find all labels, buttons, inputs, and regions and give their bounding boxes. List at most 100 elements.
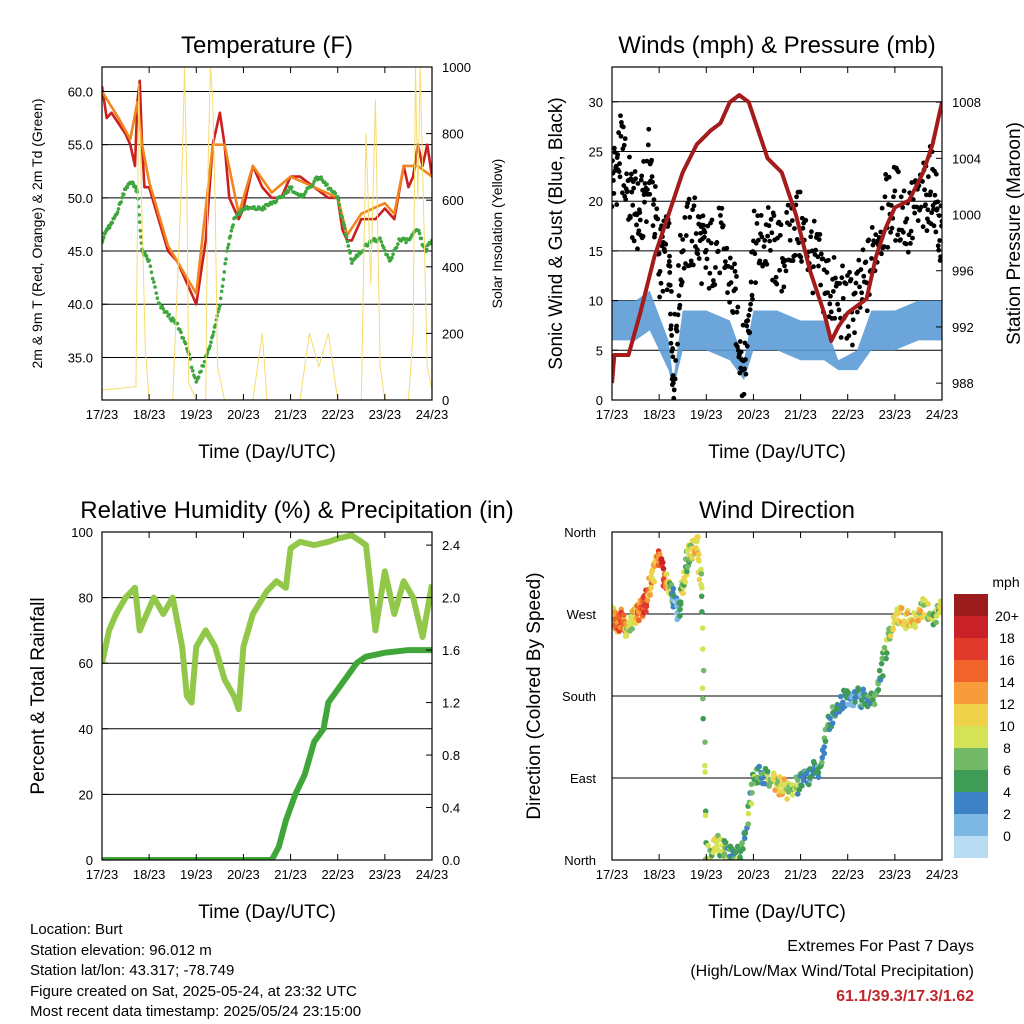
- x-tick-label: 19/23: [690, 407, 723, 422]
- series-point: [670, 380, 676, 386]
- x-tick-label: 20/23: [737, 867, 770, 882]
- series-point: [714, 240, 720, 245]
- series-point: [925, 174, 931, 180]
- direction-point: [789, 781, 795, 788]
- series-point: [681, 265, 687, 271]
- y2-tick-label: 1008: [952, 95, 981, 110]
- series-point: [137, 220, 142, 224]
- x-tick-label: 22/23: [831, 867, 864, 882]
- y2-tick-label: 0: [442, 393, 449, 408]
- series-point: [335, 194, 340, 199]
- series-point: [787, 222, 792, 228]
- series-point: [938, 254, 942, 260]
- y-tick-label: 55.0: [68, 138, 93, 153]
- series-point: [619, 190, 625, 196]
- series-point: [703, 265, 709, 271]
- series-point: [734, 309, 740, 315]
- series-point: [798, 254, 804, 260]
- direction-point: [722, 839, 729, 846]
- x-axis-label: Time (Day/UTC): [708, 442, 846, 463]
- series-point: [419, 236, 424, 241]
- series-point: [743, 371, 749, 377]
- direction-point: [702, 739, 708, 745]
- series-point: [869, 225, 875, 230]
- direction-point: [705, 842, 711, 849]
- series-point: [336, 198, 341, 202]
- series-point: [935, 243, 941, 249]
- y2-tick-label: 0.8: [442, 748, 460, 763]
- direction-point: [620, 612, 627, 618]
- direction-point: [871, 701, 878, 708]
- direction-point: [679, 590, 686, 597]
- series-point: [752, 251, 758, 257]
- colorbar-label: 0: [1003, 828, 1011, 844]
- x-tick-label: 24/23: [416, 407, 449, 422]
- direction-point: [700, 695, 706, 702]
- series-point: [889, 225, 895, 231]
- direction-point: [917, 608, 924, 614]
- series-point: [150, 276, 155, 281]
- direction-point: [700, 715, 706, 722]
- series-point: [234, 215, 239, 220]
- series-point: [720, 223, 726, 228]
- series-point: [621, 142, 627, 148]
- chart-panel-2: [611, 66, 943, 401]
- series-point: [909, 180, 915, 185]
- series-point: [644, 158, 650, 164]
- colorbar-swatch: [954, 792, 988, 814]
- series-point: [385, 253, 390, 257]
- series-point: [900, 229, 906, 235]
- series-point: [853, 280, 859, 286]
- direction-point: [896, 609, 903, 616]
- direction-point: [663, 571, 670, 577]
- series-point: [852, 330, 857, 336]
- created-text: Figure created on Sat, 2025-05-24, at 23…: [30, 982, 357, 1000]
- direction-point: [694, 538, 700, 545]
- series-point: [681, 248, 686, 254]
- series-point: [747, 330, 753, 335]
- series-point: [138, 228, 143, 233]
- series-point: [634, 222, 639, 228]
- series-point: [743, 357, 748, 362]
- direction-point: [745, 821, 752, 827]
- direction-point: [740, 846, 746, 852]
- series-point: [386, 255, 391, 260]
- series-point: [226, 245, 230, 250]
- series-point: [628, 171, 634, 177]
- extremes-values: 61.1/39.3/17.3/1.62: [836, 988, 974, 1005]
- y-axis-label: Sonic Wind & Gust (Blue, Black): [546, 97, 567, 369]
- series-point: [719, 205, 725, 211]
- series-point: [733, 286, 738, 292]
- series-point: [342, 226, 347, 231]
- series-point: [674, 323, 679, 329]
- series-point: [892, 188, 898, 194]
- direction-point: [846, 690, 852, 696]
- direction-point: [684, 564, 691, 570]
- series-point: [747, 307, 753, 313]
- direction-point: [699, 646, 706, 652]
- direction-point: [904, 610, 911, 617]
- x-tick-label: 21/23: [274, 867, 307, 882]
- series-point: [221, 277, 226, 282]
- series-point: [631, 238, 637, 244]
- series-point: [787, 237, 793, 243]
- colorbar-swatch: [954, 594, 988, 616]
- x-tick-label: 18/23: [133, 867, 166, 882]
- x-tick-label: 19/23: [180, 407, 213, 422]
- series-point: [873, 232, 879, 238]
- colorbar-swatch: [954, 616, 988, 638]
- series-point: [612, 178, 616, 183]
- series-point: [181, 336, 186, 340]
- series-point: [617, 174, 623, 180]
- series-point: [654, 206, 660, 212]
- series-point: [161, 307, 166, 311]
- series-point: [906, 232, 912, 238]
- series-point: [886, 174, 892, 180]
- direction-point: [677, 601, 684, 608]
- series-point: [424, 247, 429, 252]
- series-point: [922, 187, 927, 193]
- direction-point: [794, 791, 801, 797]
- series-point: [811, 218, 817, 224]
- series-point: [612, 145, 617, 151]
- series-point: [778, 222, 784, 228]
